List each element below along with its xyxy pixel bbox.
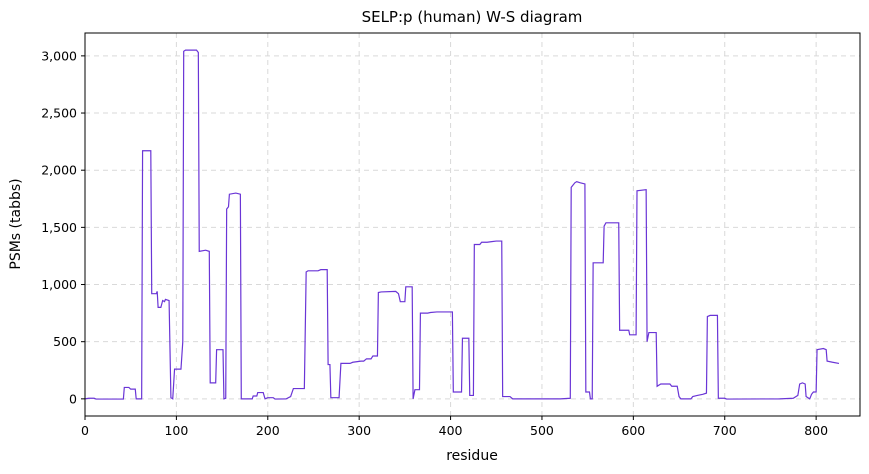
y-tick-label: 0 xyxy=(69,391,77,406)
y-axis-label: PSMs (tabbs) xyxy=(8,178,24,269)
y-tick-label: 2,000 xyxy=(41,163,77,178)
series-line xyxy=(84,49,840,400)
x-tick-label: 100 xyxy=(164,423,188,438)
y-tick-label: 2,500 xyxy=(41,106,77,121)
x-tick-label: 800 xyxy=(804,423,828,438)
x-tick-label: 200 xyxy=(256,423,280,438)
x-tick-label: 600 xyxy=(621,423,645,438)
y-tick-label: 1,500 xyxy=(41,220,77,235)
y-tick-label: 1,000 xyxy=(41,277,77,292)
x-tick-label: 300 xyxy=(347,423,371,438)
x-tick-label: 0 xyxy=(81,423,89,438)
plot-frame xyxy=(84,32,861,417)
x-tick-label: 500 xyxy=(530,423,554,438)
x-axis-ticks: 0 100 200 300 400 500 600 700 800 xyxy=(81,416,828,438)
y-tick-label: 3,000 xyxy=(41,48,77,63)
y-tick-label: 500 xyxy=(53,334,77,349)
x-tick-label: 700 xyxy=(713,423,737,438)
x-tick-label: 400 xyxy=(439,423,463,438)
y-axis-ticks: 0 500 1,000 1,500 2,000 2,500 3,000 xyxy=(41,48,85,406)
x-axis-label: residue xyxy=(446,448,498,464)
grid-lines xyxy=(84,33,860,416)
chart-title: SELP:p (human) W-S diagram xyxy=(362,8,583,26)
